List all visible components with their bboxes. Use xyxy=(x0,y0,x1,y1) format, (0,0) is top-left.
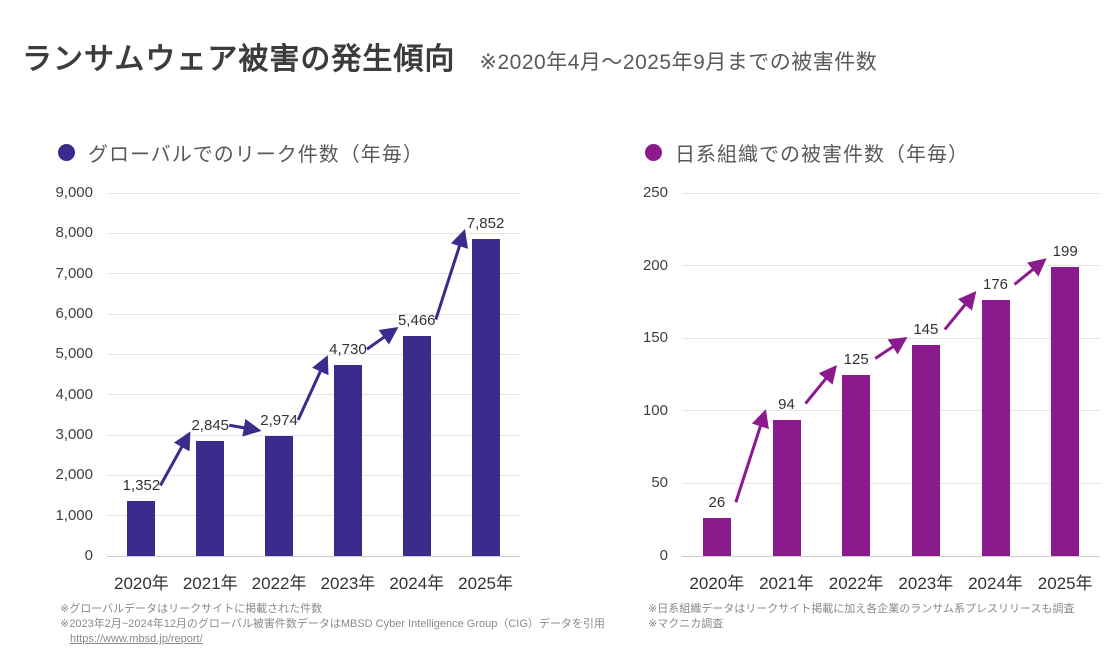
y-axis-tick-label: 6,000 xyxy=(55,305,93,322)
bar-2022年 xyxy=(265,436,294,556)
chart-legend: グローバルでのリーク件数（年毎） xyxy=(58,138,424,167)
bar-value-label: 176 xyxy=(982,276,1009,294)
bar-2024年 xyxy=(402,335,431,556)
bar-2021年 xyxy=(772,419,801,556)
bar-2020年 xyxy=(702,518,731,556)
y-axis-tick-label: 8,000 xyxy=(55,224,93,242)
bar-2022年 xyxy=(842,374,871,556)
gridline xyxy=(107,515,520,517)
y-axis-tick-label: 0 xyxy=(84,547,93,564)
bar-2025年 xyxy=(471,239,500,556)
gridline xyxy=(682,192,1100,194)
y-axis-tick-label: 0 xyxy=(659,547,668,564)
x-axis-category-label: 2023年 xyxy=(320,574,376,593)
growth-arrow-icon xyxy=(874,336,908,360)
growth-arrow-icon xyxy=(434,229,469,320)
y-axis-tick-label: 9,000 xyxy=(55,184,93,201)
x-axis-category-label: 2024年 xyxy=(389,574,445,593)
x-axis-category-label: 2022年 xyxy=(828,574,884,593)
bar-value-label: 26 xyxy=(708,494,726,512)
legend-bullet-icon xyxy=(58,144,75,161)
y-axis-tick-label: 150 xyxy=(642,329,668,347)
page-subtitle: ※2020年4月～2025年9月までの被害件数 xyxy=(479,51,878,74)
y-axis-tick-label: 50 xyxy=(651,474,668,492)
growth-arrow-icon xyxy=(734,409,769,503)
gridline xyxy=(107,353,520,355)
chart-title: グローバルでのリーク件数（年毎） xyxy=(88,144,424,166)
x-axis-category-label: 2025年 xyxy=(458,574,513,593)
y-axis-tick-label: 4,000 xyxy=(55,385,93,403)
page-header: ランサムウェア被害の発生傾向 ※2020年4月～2025年9月までの被害件数 xyxy=(22,34,877,78)
bar-value-label: 4,730 xyxy=(329,341,367,359)
y-axis-tick-label: 7,000 xyxy=(55,264,93,282)
chart-title: 日系組織での被害件数（年毎） xyxy=(675,144,969,166)
growth-arrow-icon xyxy=(943,290,977,331)
bar-value-label: 5,466 xyxy=(397,311,436,329)
y-axis-tick-label: 5,000 xyxy=(55,345,93,363)
x-axis-category-label: 2024年 xyxy=(968,574,1023,593)
growth-arrows xyxy=(159,229,469,487)
legend-bullet-icon xyxy=(645,144,662,161)
growth-arrow-icon xyxy=(804,365,838,405)
y-axis-tick-label: 250 xyxy=(642,184,668,201)
gridline xyxy=(682,555,1100,557)
gridline xyxy=(682,482,1100,484)
bar-2024年 xyxy=(981,300,1010,556)
gridline xyxy=(107,474,520,476)
gridline xyxy=(107,555,520,557)
footnote-line: ※日系組織データはリークサイト掲載に加え各企業のランサム系プレスリリースも調査 xyxy=(648,603,1075,615)
bar-value-label: 2,974 xyxy=(260,412,298,430)
growth-arrows xyxy=(734,258,1047,503)
page-title: ランサムウェア被害の発生傾向 xyxy=(22,43,456,76)
gridline xyxy=(107,232,520,234)
growth-arrow-icon xyxy=(1013,258,1047,286)
gridline xyxy=(682,410,1100,412)
chart-footnotes: ※グローバルデータはリークサイトに掲載された件数 ※2023年2月~2024年12… xyxy=(60,602,605,647)
bar-2023年 xyxy=(911,345,940,556)
bar-value-label: 125 xyxy=(843,350,869,368)
x-axis-category-label: 2022年 xyxy=(251,574,307,593)
x-axis-category-label: 2020年 xyxy=(113,574,169,593)
y-axis-tick-label: 100 xyxy=(642,401,668,419)
bar-2021年 xyxy=(196,441,225,556)
gridline xyxy=(107,434,520,436)
bar-value-label: 2,845 xyxy=(191,417,230,435)
footnote-line: ※マクニカ調査 xyxy=(648,618,724,630)
y-axis-tick-label: 2,000 xyxy=(55,466,93,484)
gridline xyxy=(107,192,520,194)
gridline xyxy=(682,265,1100,267)
bar-value-label: 7,852 xyxy=(466,215,505,233)
growth-arrow-icon xyxy=(366,326,399,351)
gridline xyxy=(107,394,520,396)
gridline xyxy=(107,313,520,315)
x-axis-category-label: 2020年 xyxy=(689,574,745,593)
footnote-source-link[interactable]: https://www.mbsd.jp/report/ xyxy=(70,633,203,645)
x-axis-category-label: 2025年 xyxy=(1037,574,1093,593)
x-axis-category-label: 2021年 xyxy=(182,574,238,593)
bar-value-label: 94 xyxy=(778,395,795,413)
chart-legend: 日系組織での被害件数（年毎） xyxy=(645,138,969,167)
growth-arrow-icon xyxy=(228,418,262,437)
footnote-line: ※2023年2月~2024年12月のグローバル被害件数データはMBSD Cybe… xyxy=(60,618,605,630)
bar-value-label: 199 xyxy=(1052,243,1078,261)
bar-2025年 xyxy=(1051,267,1080,556)
gridline xyxy=(107,273,520,275)
bar-value-label: 145 xyxy=(913,321,939,339)
bar-2020年 xyxy=(127,501,156,556)
x-axis-category-label: 2023年 xyxy=(898,574,954,593)
y-axis-tick-label: 3,000 xyxy=(55,426,93,443)
y-axis-tick-label: 200 xyxy=(642,256,668,274)
footnote-line: ※グローバルデータはリークサイトに掲載された件数 xyxy=(60,603,323,615)
chart-footnotes: ※日系組織データはリークサイト掲載に加え各企業のランサム系プレスリリースも調査 ※… xyxy=(648,602,1074,632)
bar-2023年 xyxy=(333,365,362,556)
bar-value-label: 1,352 xyxy=(122,477,161,495)
x-axis-category-label: 2021年 xyxy=(759,574,814,593)
growth-arrow-icon xyxy=(296,355,329,421)
y-axis-tick-label: 1,000 xyxy=(55,506,93,524)
growth-arrow-icon xyxy=(159,431,191,487)
